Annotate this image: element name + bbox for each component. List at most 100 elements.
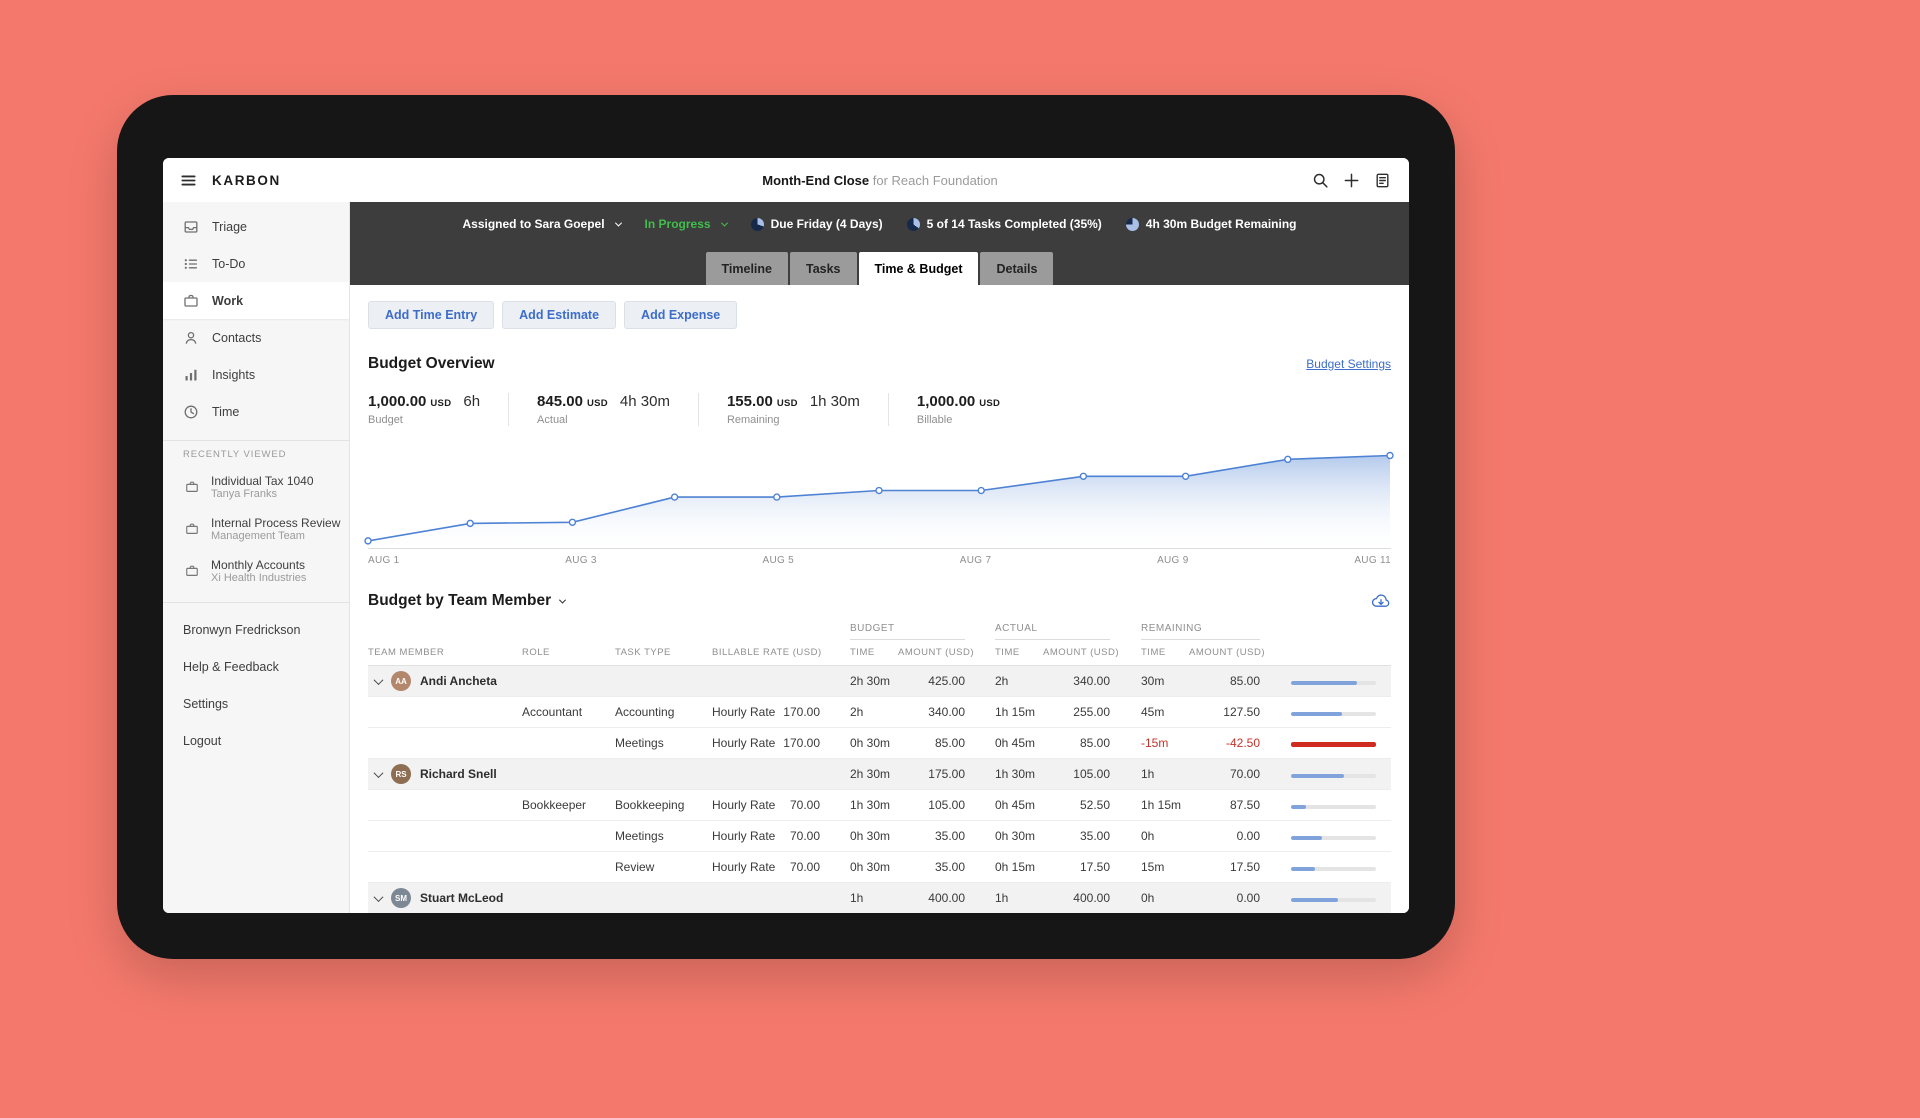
sidebar-divider (163, 440, 349, 441)
sidebar-item-to-do[interactable]: To-Do (163, 245, 349, 282)
tab-time-budget[interactable]: Time & Budget (858, 252, 979, 285)
recent-item-individual-tax-1040[interactable]: Individual Tax 1040 Tanya Franks (163, 466, 349, 508)
tab-details[interactable]: Details (980, 252, 1054, 285)
expand-chevron-icon[interactable] (373, 891, 384, 902)
assignee-dropdown[interactable]: Assigned to Sara Goepel (463, 217, 622, 231)
sidebar-item-bronwyn-fredrickson[interactable]: Bronwyn Fredrickson (183, 622, 301, 637)
budget-progress-track (1291, 774, 1376, 778)
member-cell: AA Andi Ancheta (368, 671, 522, 691)
table-row-member[interactable]: SM Stuart McLeod 1h 400.00 1h 400.00 0h 0.00 (368, 883, 1391, 913)
budget-status[interactable]: 4h 30m Budget Remaining (1125, 217, 1297, 231)
actual-time: 0h 15m (995, 860, 1036, 874)
recent-item-monthly-accounts[interactable]: Monthly Accounts Xi Health Industries (163, 550, 349, 592)
add-icon[interactable] (1343, 172, 1360, 189)
chevron-down-icon (614, 219, 622, 227)
action-buttons: Add Time Entry Add Estimate Add Expense (368, 301, 1391, 329)
budget-amount: 175.00 (928, 767, 965, 781)
actual-time: 1h 15m (995, 705, 1036, 719)
sidebar-item-settings[interactable]: Settings (183, 696, 229, 711)
recent-item-internal-process-review[interactable]: Internal Process Review Management Team (163, 508, 349, 550)
team-section-title: Budget by Team Member (368, 592, 552, 609)
device-frame: KARBON Month-End Close for Reach Foundat… (117, 95, 1455, 959)
expand-chevron-icon[interactable] (373, 674, 384, 685)
group-header-budget: BUDGET (850, 623, 965, 640)
tasks-status[interactable]: 5 of 14 Tasks Completed (35%) (906, 217, 1102, 231)
tab-timeline[interactable]: Timeline (705, 252, 788, 285)
table-column-header: TEAM MEMBER ROLE TASK TYPE BILLABLE RATE (U… (368, 640, 1391, 666)
time-budget-panel: Add Time Entry Add Estimate Add Expense Bu… (350, 285, 1409, 913)
stat-remaining: 155.00 USD 1h 30m Remaining (727, 393, 889, 426)
stat-time: 1h 30m (809, 393, 860, 410)
actual-amount: 255.00 (1073, 705, 1110, 719)
rate-type: Hourly Rate (712, 798, 776, 812)
add-estimate-button[interactable]: Add Estimate (502, 301, 617, 329)
recent-item-subtitle: Xi Health Industries (211, 571, 307, 584)
page-title: Month-End Close for Reach Foundation (762, 173, 998, 188)
table-group-header: BUDGET ACTUAL REMAINING (368, 620, 1391, 640)
rate-value: 70.00 (789, 860, 820, 874)
chart-tick-label: AUG 9 (1157, 555, 1189, 566)
budget-settings-link[interactable]: Budget Settings (1306, 357, 1391, 371)
chart-tick-label: AUG 5 (762, 555, 795, 566)
table-row-member[interactable]: AA Andi Ancheta 2h 30m 425.00 2h 340.00 30m 85.… (368, 666, 1391, 697)
sidebar-item-logout[interactable]: Logout (183, 733, 222, 748)
stat-label: Actual (537, 414, 568, 426)
rate-value: 70.00 (789, 798, 820, 812)
budget-label: 4h 30m Budget Remaining (1145, 217, 1297, 231)
stat-billable: 1,000.00 USD Billable (917, 393, 1028, 426)
table-row-detail: Accountant Accounting Hourly Rate 170.00 2h 3… (368, 697, 1391, 728)
remaining-time: 15m (1141, 860, 1165, 874)
rate-type: Hourly Rate (712, 860, 776, 874)
rate-type: Hourly Rate (712, 705, 776, 719)
time-icon (183, 404, 199, 420)
section-title[interactable]: Budget by Team Member (368, 592, 567, 610)
sidebar-item-triage[interactable]: Triage (163, 208, 349, 245)
budget-progress-fill (1291, 805, 1307, 809)
tab-tasks[interactable]: Tasks (789, 252, 857, 285)
budget-progress-track (1291, 836, 1376, 840)
notes-icon[interactable] (1374, 172, 1391, 189)
budget-amount: 105.00 (928, 798, 965, 812)
chart-x-labels: AUG 1 AUG 3 AUG 5 AUG 7 AUG 9 AUG 11 (368, 555, 1391, 566)
export-download-icon[interactable] (1371, 593, 1391, 609)
budget-time: 1h (850, 891, 864, 905)
table-row-detail: Meetings Hourly Rate 170.00 0h 30m 85.00 0h 4… (368, 728, 1391, 759)
recent-item-title: Monthly Accounts (211, 557, 306, 572)
menu-icon[interactable] (180, 172, 197, 189)
app-window: KARBON Month-End Close for Reach Foundat… (163, 158, 1409, 913)
sidebar-item-time[interactable]: Time (163, 393, 349, 430)
budget-time: 2h 30m (850, 674, 891, 688)
task-type-cell: Accounting (615, 705, 675, 719)
sidebar-item-help-feedback[interactable]: Help & Feedback (183, 659, 279, 674)
insights-icon (183, 367, 199, 383)
expand-chevron-icon[interactable] (373, 767, 384, 778)
table-row-member[interactable]: RS Richard Snell 2h 30m 175.00 1h 30m 105.00 1… (368, 759, 1391, 790)
add-time-entry-button[interactable]: Add Time Entry (368, 301, 495, 329)
budget-progress-fill (1291, 774, 1344, 778)
sidebar-item-contacts[interactable]: Contacts (163, 319, 349, 356)
remaining-time: -15m (1141, 736, 1169, 750)
member-name: Andi Ancheta (420, 674, 497, 688)
chart-tick-label: AUG 3 (565, 555, 597, 566)
stat-budget: 1,000.00 USD 6h Budget (368, 393, 510, 426)
status-dropdown[interactable]: In Progress (645, 217, 728, 231)
table-row-detail: Bookkeeper Bookkeeping Hourly Rate 70.00 1h … (368, 790, 1391, 821)
recent-item-subtitle: Tanya Franks (211, 487, 278, 500)
remaining-amount: 87.50 (1229, 798, 1260, 812)
budget-progress-fill (1291, 681, 1358, 685)
stat-currency: USD (776, 398, 798, 409)
stat-amount: 155.00 (726, 393, 773, 410)
progress-bar-cell (1291, 860, 1391, 874)
table-row-detail: Meetings Hourly Rate 70.00 0h 30m 35.00 0h 30… (368, 821, 1391, 852)
search-icon[interactable] (1312, 172, 1329, 189)
work-item-header: Assigned to Sara Goepel In Progress Due … (350, 202, 1409, 285)
due-date-status[interactable]: Due Friday (4 Days) (750, 217, 883, 231)
sidebar-item-label: Work (212, 293, 244, 308)
sidebar-item-insights[interactable]: Insights (163, 356, 349, 393)
add-expense-button[interactable]: Add Expense (624, 301, 738, 329)
chevron-down-icon (559, 596, 567, 604)
sidebar-item-work[interactable]: Work (163, 282, 349, 319)
progress-bar-cell (1291, 767, 1391, 781)
column-header-task-type: TASK TYPE (615, 647, 671, 658)
progress-bar-cell (1291, 891, 1391, 905)
